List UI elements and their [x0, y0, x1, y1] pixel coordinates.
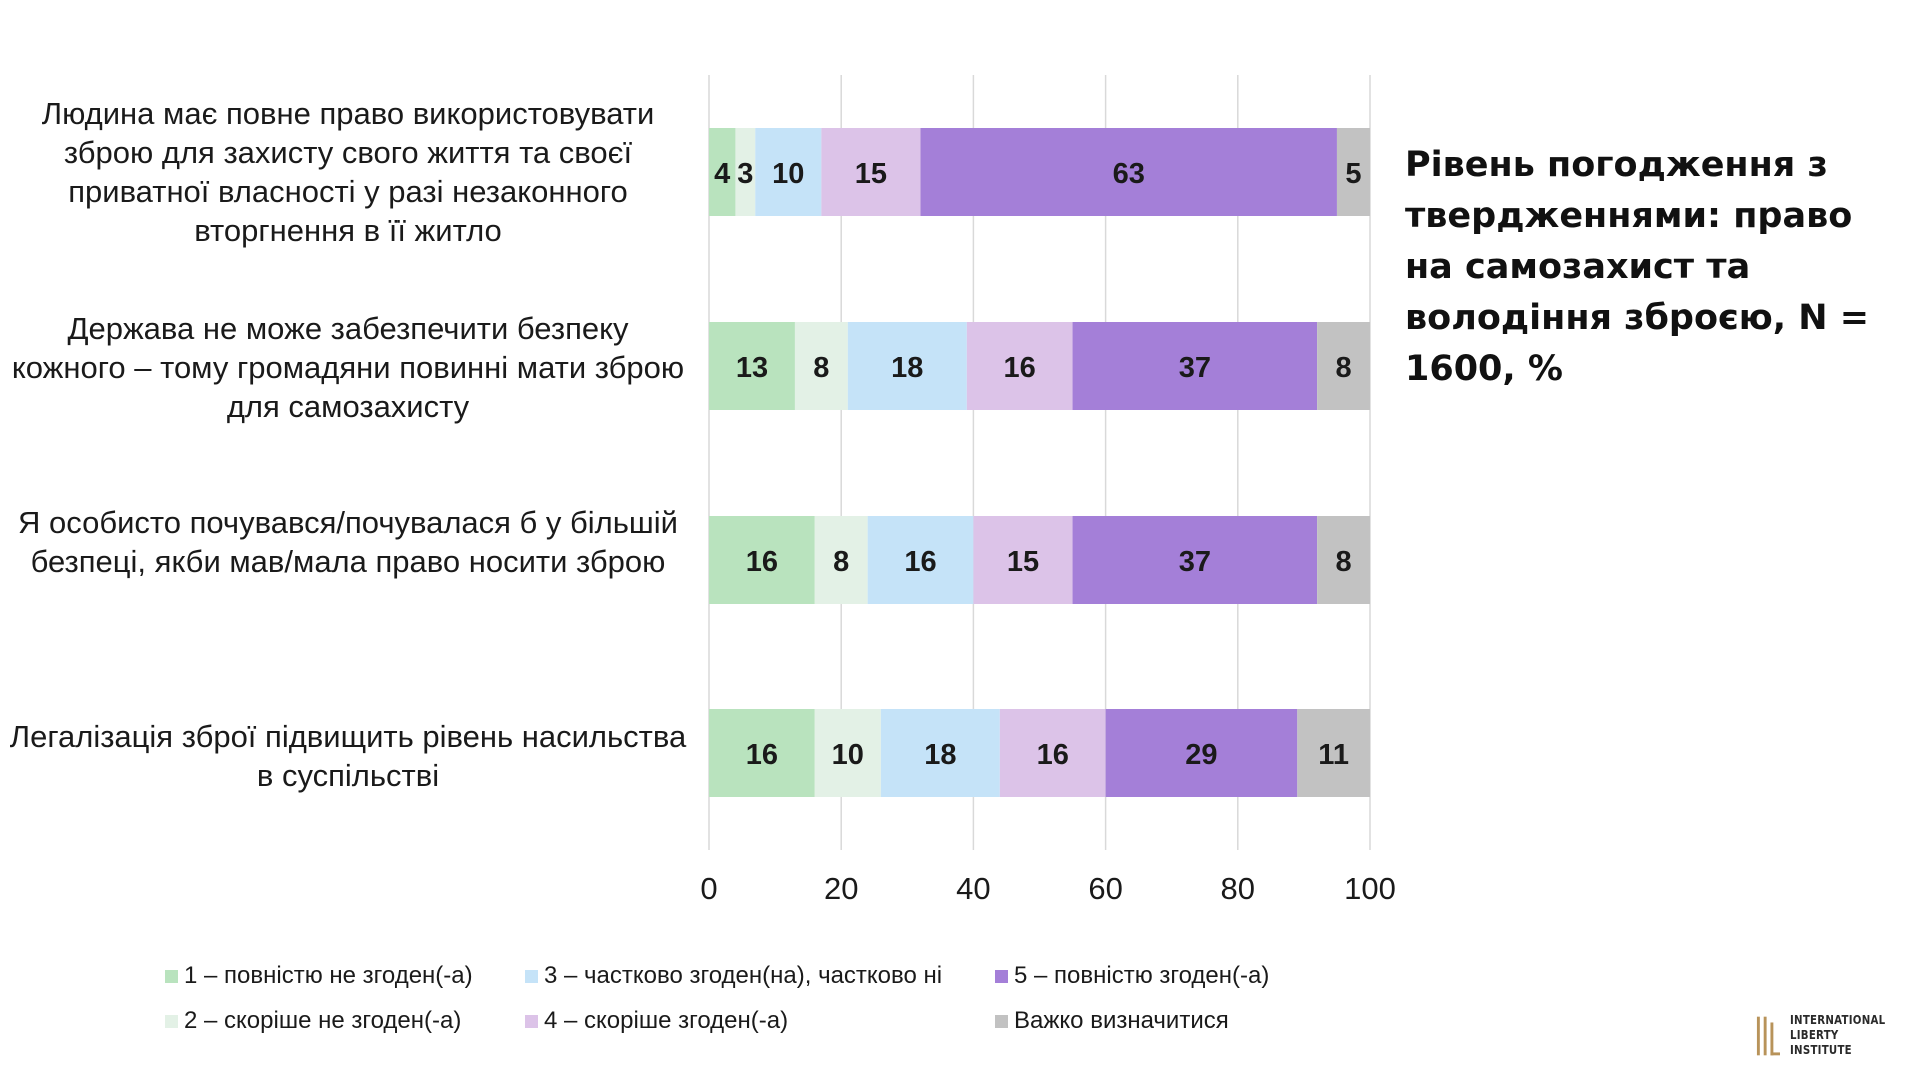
category-label-4: Легалізація зброї підвищить рівень насил… — [9, 719, 687, 793]
data-label-cat1-s1: 4 — [714, 158, 730, 190]
legend-label-1: 1 – повністю не згоден(-а) — [184, 962, 473, 989]
legend-item-2: 2 – скоріше не згоден(-а) — [165, 1007, 461, 1035]
data-label-cat4-s2: 10 — [832, 739, 864, 771]
legend-label-2: 2 – скоріше не згоден(-а) — [184, 1007, 462, 1034]
data-label-cat1-s3: 10 — [772, 158, 804, 190]
bar-segment-cat3-s5 — [1072, 516, 1318, 604]
bar-segment-cat1-s4 — [821, 128, 921, 216]
legend-label-5: 5 – повністю згоден(-а) — [1014, 962, 1270, 989]
data-label-cat2-s5: 37 — [1179, 352, 1211, 384]
bar-segment-cat2-s3 — [847, 322, 967, 410]
data-label-cat4-s5: 29 — [1185, 739, 1217, 771]
bars: 4 3 10 15 63 5 13 8 18 16 37 8 16 8 16 15 37 8 16 10 18 16 29 1… — [709, 128, 1370, 797]
bar-segment-cat2-s2 — [794, 322, 848, 410]
legend-item-6: Важко визначитися — [995, 1007, 1229, 1035]
bar-segment-cat1-s6 — [1336, 128, 1370, 216]
x-tick-label-60: 60 — [1088, 871, 1122, 906]
data-label-cat3-s1: 16 — [746, 546, 778, 578]
data-label-cat3-s3: 16 — [904, 546, 936, 578]
x-axis-ticks: 0 20 40 60 80 100 — [700, 871, 1395, 906]
data-label-cat2-s4: 16 — [1004, 352, 1036, 384]
legend-item-4: 4 – скоріше згоден(-а) — [525, 1007, 788, 1035]
bar-segment-cat2-s5 — [1072, 322, 1318, 410]
bar-segment-cat1-s3 — [755, 128, 822, 216]
data-label-cat1-s4: 15 — [855, 158, 887, 190]
data-label-cat3-s4: 15 — [1007, 546, 1039, 578]
bar-segment-cat2-s1 — [709, 322, 795, 410]
logo-icon — [1756, 1016, 1781, 1055]
legend-swatch-3 — [525, 969, 538, 983]
category-label-3: Я особисто почувався/почувалася б у біль… — [17, 505, 678, 579]
bar-segment-cat1-s2 — [735, 128, 756, 216]
legend-item-1: 1 – повністю не згоден(-а) — [165, 962, 473, 990]
bar-segment-cat3-s1 — [709, 516, 815, 604]
category-label-1: Людина має повне право використовувати з… — [41, 96, 655, 248]
data-label-cat4-s4: 16 — [1037, 739, 1069, 771]
bar-segment-cat3-s4 — [973, 516, 1073, 604]
x-tick-label-0: 0 — [700, 871, 717, 906]
bar-segment-cat4-s5 — [1105, 709, 1298, 797]
data-label-cat1-s2: 3 — [737, 158, 753, 190]
data-label-cat2-s2: 8 — [813, 352, 829, 384]
bar-segment-cat1-s5 — [920, 128, 1337, 216]
bar-segment-cat2-s4 — [966, 322, 1073, 410]
category-label-2: Держава не може забезпечити безпеку кожн… — [11, 311, 685, 424]
logo-text-line2: LIBERTY INSTITUTE — [1790, 1028, 1853, 1057]
bar-segment-cat3-s3 — [867, 516, 974, 604]
bar-segment-cat3-s6 — [1317, 516, 1370, 604]
bar-segment-cat4-s3 — [880, 709, 1000, 797]
data-label-cat4-s1: 16 — [746, 739, 778, 771]
data-label-cat4-s3: 18 — [924, 739, 956, 771]
bar-segment-cat4-s4 — [999, 709, 1106, 797]
x-tick-label-20: 20 — [824, 871, 858, 906]
data-label-cat1-s5: 63 — [1113, 158, 1145, 190]
bar-segment-cat2-s6 — [1317, 322, 1370, 410]
legend-item-5: 5 – повністю згоден(-а) — [995, 962, 1269, 990]
data-label-cat3-s6: 8 — [1335, 546, 1351, 578]
legend-label-3: 3 – частково згоден(на), частково ні — [544, 962, 943, 989]
bar-segment-cat1-s1 — [709, 128, 736, 216]
legend-label-6: Важко визначитися — [1014, 1007, 1229, 1034]
legend-swatch-1 — [165, 969, 178, 983]
data-label-cat3-s2: 8 — [833, 546, 849, 578]
data-label-cat2-s6: 8 — [1335, 352, 1351, 384]
logo: INTERNATIONAL LIBERTY INSTITUTE — [1755, 1013, 1920, 1058]
legend-swatch-6 — [995, 1014, 1008, 1028]
data-label-cat2-s1: 13 — [736, 352, 768, 384]
legend-swatch-2 — [165, 1014, 178, 1028]
chart-title: Рівень погодження з твердженнями: право … — [1405, 145, 1870, 389]
bar-segment-cat4-s1 — [709, 709, 815, 797]
logo-text-line1: INTERNATIONAL — [1790, 1013, 1886, 1027]
bar-segment-cat4-s2 — [814, 709, 881, 797]
bar-segment-cat4-s6 — [1297, 709, 1370, 797]
legend-item-3: 3 – частково згоден(на), частково ні — [525, 962, 942, 990]
data-label-cat1-s6: 5 — [1345, 158, 1361, 190]
legend-swatch-4 — [525, 1014, 538, 1028]
x-tick-label-80: 80 — [1221, 871, 1255, 906]
legend-label-4: 4 – скоріше згоден(-а) — [544, 1007, 789, 1034]
data-label-cat3-s5: 37 — [1179, 546, 1211, 578]
data-label-cat2-s3: 18 — [891, 352, 923, 384]
legend-swatch-5 — [995, 969, 1008, 983]
bar-segment-cat3-s2 — [814, 516, 868, 604]
x-tick-label-40: 40 — [956, 871, 990, 906]
data-label-cat4-s6: 11 — [1318, 739, 1349, 771]
x-tick-label-100: 100 — [1344, 871, 1396, 906]
